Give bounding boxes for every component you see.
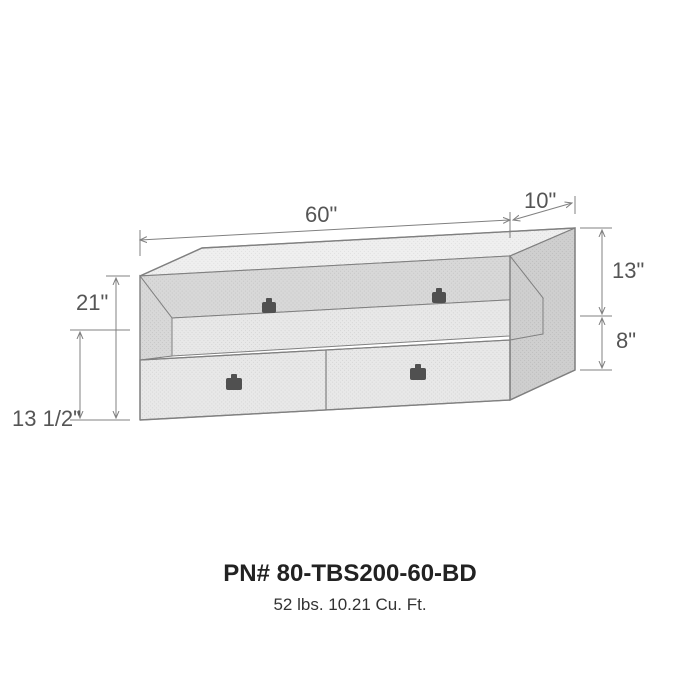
dim-height-right-upper — [580, 228, 612, 316]
label-height-left-full: 21" — [76, 290, 108, 316]
label-height-right-lower: 8" — [616, 328, 636, 354]
label-length-top: 60" — [305, 202, 337, 228]
label-depth-top: 10" — [524, 188, 556, 214]
label-height-right-upper: 13" — [612, 258, 644, 284]
product-diagram-stage: 60" 10" 21" 13 1/2" 13" 8" PN# 80-TBS200… — [0, 0, 700, 700]
label-height-left-lower: 13 1/2" — [12, 406, 81, 432]
dim-height-left-full — [106, 276, 130, 420]
part-number: PN# 80-TBS200-60-BD — [0, 560, 700, 588]
product-specs: 52 lbs. 10.21 Cu. Ft. — [0, 595, 700, 615]
dim-height-right-lower — [580, 318, 612, 370]
